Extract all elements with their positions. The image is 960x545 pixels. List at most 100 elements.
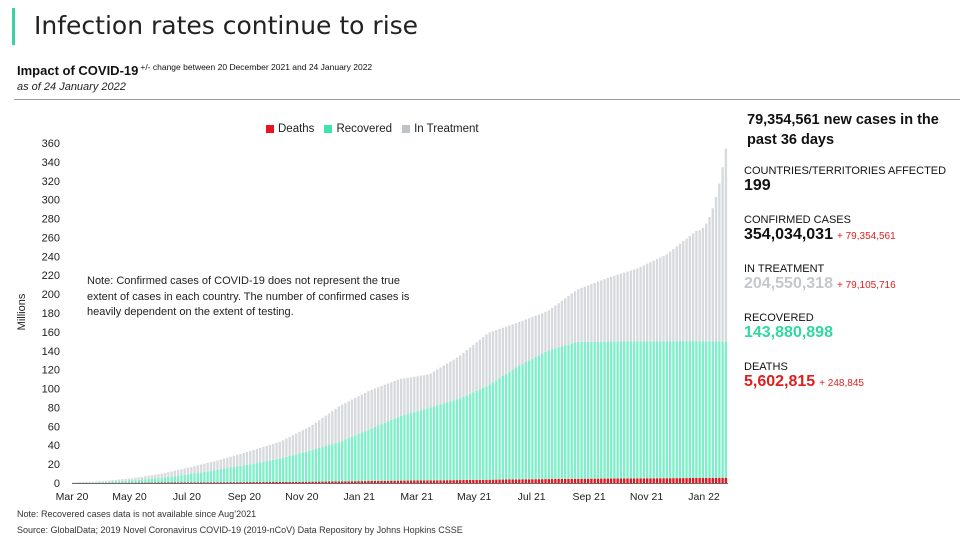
bar-deaths bbox=[354, 481, 357, 483]
bar-in-treatment bbox=[108, 480, 111, 482]
bar-in-treatment bbox=[459, 355, 462, 399]
bar-in-treatment bbox=[396, 379, 400, 418]
bar-deaths bbox=[272, 482, 275, 483]
bar-in-treatment bbox=[665, 254, 669, 342]
bar-deaths bbox=[396, 480, 400, 483]
bar-recovered bbox=[314, 448, 318, 482]
bar-in-treatment bbox=[432, 371, 436, 407]
bar-in-treatment bbox=[524, 319, 527, 363]
bar-deaths bbox=[281, 481, 285, 483]
bar-recovered bbox=[416, 411, 419, 481]
bar-recovered bbox=[485, 386, 488, 480]
bar-recovered bbox=[478, 389, 482, 480]
bar-deaths bbox=[436, 480, 439, 483]
chart-note: Note: Confirmed cases of COVID-19 does n… bbox=[87, 275, 410, 318]
bar-in-treatment bbox=[678, 243, 682, 342]
bar-deaths bbox=[488, 479, 491, 483]
bar-recovered bbox=[508, 371, 511, 480]
bar-in-treatment bbox=[698, 230, 701, 342]
bar-deaths bbox=[183, 482, 186, 483]
bar-in-treatment bbox=[495, 330, 498, 381]
y-tick-label: 180 bbox=[42, 308, 60, 320]
bar-recovered bbox=[108, 481, 111, 483]
bar-in-treatment bbox=[406, 377, 409, 414]
bar-recovered bbox=[678, 341, 682, 479]
bar-recovered bbox=[449, 401, 452, 481]
bar-recovered bbox=[121, 480, 124, 483]
bar-in-treatment bbox=[154, 474, 157, 479]
bar-deaths bbox=[186, 482, 190, 483]
bar-in-treatment bbox=[452, 359, 455, 401]
bar-deaths bbox=[203, 482, 206, 483]
bar-deaths bbox=[400, 480, 403, 483]
bar-deaths bbox=[678, 478, 682, 483]
bar-in-treatment bbox=[419, 375, 423, 411]
bar-recovered bbox=[541, 353, 544, 480]
stats-panel: 79,354,561 new cases in the past 36 days… bbox=[744, 110, 956, 391]
bar-in-treatment bbox=[203, 463, 206, 472]
bar-deaths bbox=[222, 482, 226, 483]
bar-recovered bbox=[350, 436, 354, 482]
bar-recovered bbox=[550, 349, 554, 480]
bar-deaths bbox=[465, 479, 468, 483]
bar-in-treatment bbox=[455, 357, 459, 400]
bar-deaths bbox=[242, 482, 245, 483]
bar-in-treatment bbox=[570, 293, 573, 344]
bar-recovered bbox=[222, 468, 226, 483]
bar-recovered bbox=[668, 341, 672, 479]
bar-deaths bbox=[639, 478, 642, 483]
bar-in-treatment bbox=[334, 408, 337, 444]
confirmed-label: CONFIRMED CASES bbox=[744, 214, 851, 226]
bar-in-treatment bbox=[511, 324, 514, 370]
bar-in-treatment bbox=[298, 431, 301, 454]
bar-in-treatment bbox=[88, 481, 91, 483]
bar-recovered bbox=[213, 470, 216, 483]
bar-recovered bbox=[377, 425, 380, 481]
bar-in-treatment bbox=[711, 208, 714, 342]
bar-in-treatment bbox=[91, 481, 95, 483]
y-tick-label: 160 bbox=[42, 327, 60, 339]
legend-in-treatment-label: In Treatment bbox=[414, 123, 479, 135]
countries-row: 199 bbox=[744, 177, 956, 195]
bar-in-treatment bbox=[636, 268, 639, 342]
bar-deaths bbox=[636, 478, 639, 483]
bar-in-treatment bbox=[239, 453, 242, 466]
bar-recovered bbox=[462, 396, 465, 481]
bar-in-treatment bbox=[295, 433, 298, 455]
bar-recovered bbox=[337, 442, 341, 482]
bar-deaths bbox=[652, 478, 655, 483]
bar-deaths bbox=[288, 481, 291, 483]
bar-deaths bbox=[383, 480, 386, 483]
bar-deaths bbox=[367, 481, 370, 483]
bar-recovered bbox=[344, 439, 347, 482]
bar-deaths bbox=[550, 479, 554, 483]
bar-in-treatment bbox=[301, 430, 304, 453]
y-tick-label: 320 bbox=[42, 176, 60, 188]
bar-recovered bbox=[613, 341, 616, 479]
bar-deaths bbox=[462, 480, 465, 483]
y-tick-label: 280 bbox=[42, 214, 60, 226]
as-of-date: as of 24 January 2022 bbox=[17, 81, 126, 93]
bar-recovered bbox=[104, 481, 108, 483]
x-tick-label: May 21 bbox=[457, 491, 492, 503]
bar-recovered bbox=[655, 341, 659, 479]
y-tick-label: 300 bbox=[42, 195, 60, 207]
bar-in-treatment bbox=[498, 328, 501, 379]
bar-recovered bbox=[557, 347, 560, 479]
bar-deaths bbox=[226, 482, 229, 483]
bar-recovered bbox=[475, 390, 478, 480]
bar-deaths bbox=[318, 481, 321, 483]
bar-in-treatment bbox=[193, 466, 196, 474]
bar-in-treatment bbox=[331, 411, 334, 445]
bar-recovered bbox=[167, 477, 170, 483]
bar-deaths bbox=[698, 477, 701, 483]
bar-in-treatment bbox=[400, 378, 403, 416]
bar-recovered bbox=[160, 477, 163, 483]
bar-recovered bbox=[547, 350, 550, 480]
bar-recovered bbox=[468, 393, 472, 480]
bar-in-treatment bbox=[124, 478, 127, 481]
deaths-change: + 248,845 bbox=[819, 378, 864, 389]
bar-deaths bbox=[609, 478, 613, 483]
bar-in-treatment bbox=[436, 369, 439, 406]
bar-recovered bbox=[514, 367, 518, 480]
